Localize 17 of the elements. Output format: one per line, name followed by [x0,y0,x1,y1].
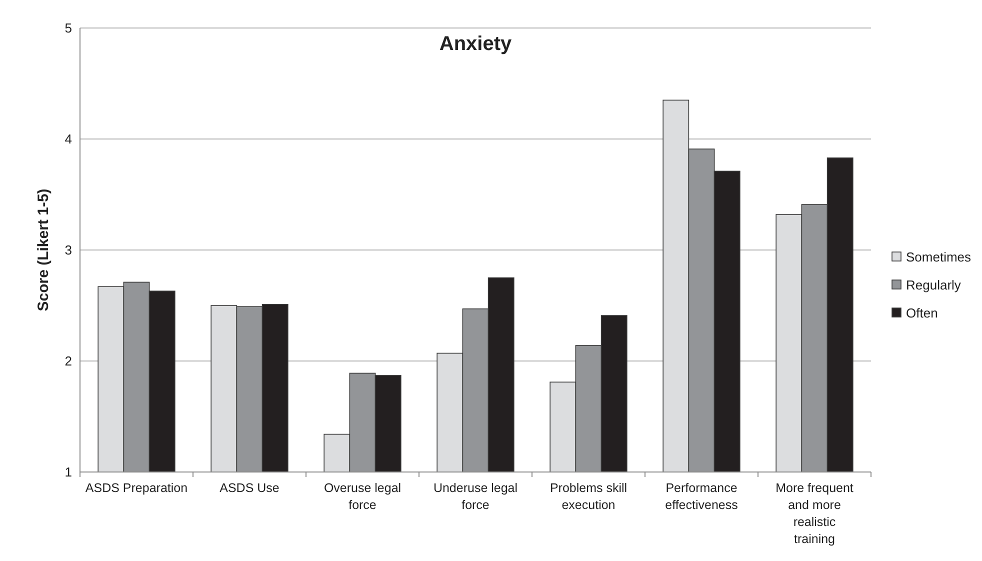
y-tick-label: 5 [64,20,72,36]
x-tick-label: Overuse legal force [324,481,402,512]
legend-label: Regularly [906,278,962,293]
y-tick-label: 3 [64,242,72,258]
y-tick-label: 2 [64,354,72,369]
y-tick-label: 1 [64,464,72,480]
legend-label: Often [906,306,938,321]
x-tick-label: Performance effectiveness [665,481,738,512]
x-tick-label: ASDS Preparation [85,481,188,495]
y-axis-title: Score (Likert 1-5) [35,188,52,312]
x-tick-label: Problems skill execution [550,481,628,512]
x-tick-label: More frequent and more realistic training [776,481,854,546]
x-tick-label: Underuse legal force [433,481,518,512]
legend-label: Sometimes [906,250,972,265]
chart-title: Anxiety [439,33,512,55]
x-tick-label: ASDS Use [220,481,280,495]
y-tick-label: 4 [64,132,72,147]
